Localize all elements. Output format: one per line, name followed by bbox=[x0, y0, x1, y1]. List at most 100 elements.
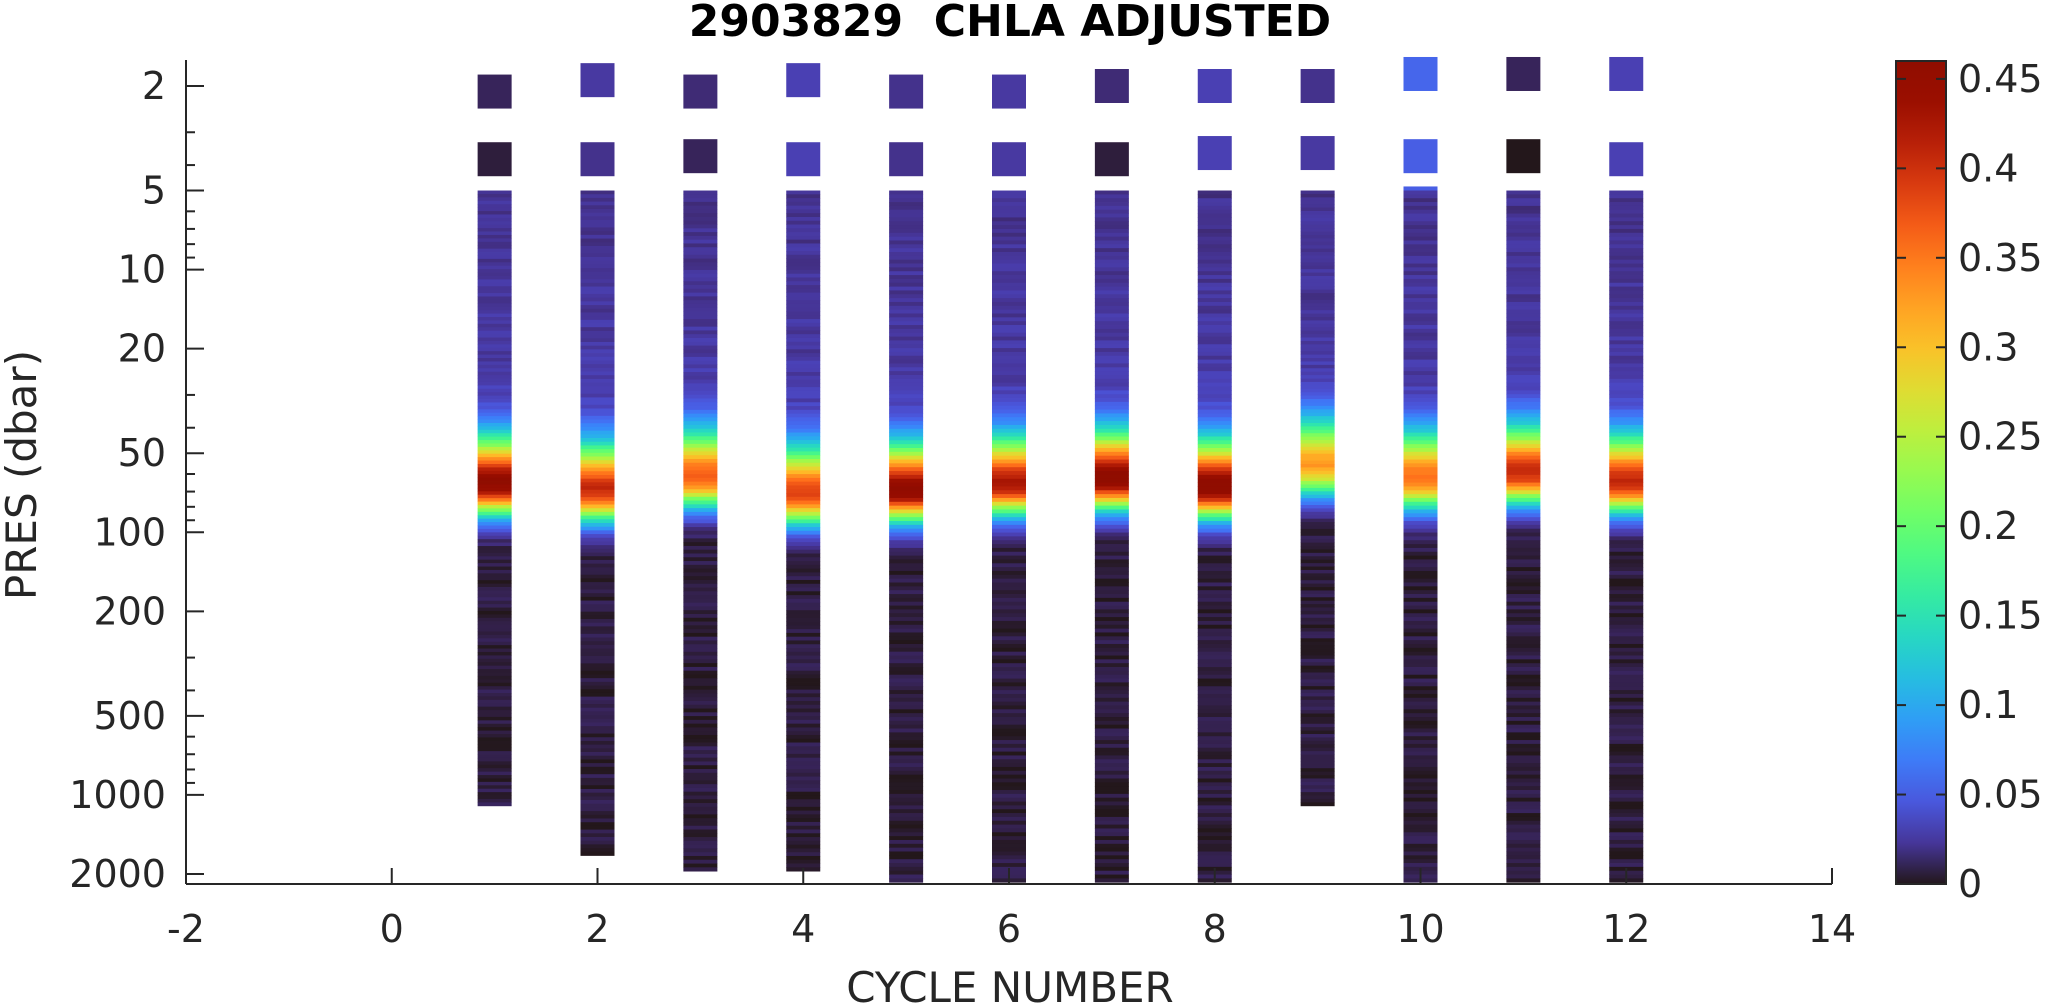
profile-sample bbox=[1300, 248, 1335, 253]
profile-sample bbox=[1300, 484, 1335, 489]
profile-sample bbox=[1094, 417, 1129, 422]
profile-sample bbox=[1197, 367, 1232, 372]
profile-sample bbox=[683, 859, 718, 864]
profile-sample bbox=[992, 497, 1026, 503]
profile-sample bbox=[1506, 221, 1541, 226]
profile-sample bbox=[1403, 674, 1438, 679]
profile-sample bbox=[580, 456, 615, 461]
profile-sample bbox=[1506, 490, 1541, 495]
profile-sample bbox=[477, 651, 512, 656]
profile-sample bbox=[580, 851, 615, 856]
profile-sample bbox=[1300, 286, 1335, 291]
profile-sample bbox=[683, 455, 718, 460]
profile-sample bbox=[1609, 770, 1644, 776]
profile-sample bbox=[786, 648, 821, 653]
profile-sample bbox=[580, 249, 615, 254]
profile-sample bbox=[992, 663, 1026, 668]
profile-sample bbox=[1609, 759, 1644, 764]
profile-sample bbox=[992, 540, 1026, 545]
profile-sample bbox=[786, 235, 821, 241]
profile-sample bbox=[1094, 409, 1129, 414]
profile-sample bbox=[580, 644, 615, 649]
profile-sample bbox=[1300, 245, 1335, 250]
profile-sample bbox=[992, 371, 1026, 376]
profile-sample bbox=[786, 281, 821, 286]
profile-sample bbox=[1506, 805, 1541, 810]
profile-sample bbox=[683, 716, 718, 721]
profile-sample bbox=[1094, 336, 1129, 341]
profile-sample bbox=[1197, 590, 1232, 595]
profile-sample bbox=[1300, 802, 1335, 807]
profile-sample bbox=[992, 440, 1026, 445]
profile-sample bbox=[1609, 601, 1644, 606]
profile-sample bbox=[477, 368, 512, 373]
profile-sample bbox=[1609, 267, 1644, 272]
profile-sample bbox=[1197, 382, 1232, 387]
profile-sample bbox=[683, 190, 718, 195]
profile-sample bbox=[1197, 563, 1232, 568]
profile-sample bbox=[683, 285, 718, 290]
profile-sample bbox=[477, 433, 512, 438]
profile-sample bbox=[1403, 586, 1438, 591]
profile-sample bbox=[1197, 440, 1232, 445]
profile-sample bbox=[683, 243, 718, 248]
profile-sample bbox=[889, 670, 924, 676]
profile-sample bbox=[477, 440, 512, 444]
profile-sample bbox=[580, 467, 615, 472]
profile-sample bbox=[1300, 463, 1335, 468]
profile-sample bbox=[786, 243, 821, 248]
profile-sample bbox=[1300, 634, 1335, 639]
profile-sample bbox=[786, 712, 821, 717]
profile-sample bbox=[580, 522, 615, 528]
profile-sample bbox=[683, 504, 718, 509]
profile-sample bbox=[477, 703, 512, 708]
profile-sample bbox=[1506, 643, 1541, 649]
profile-sample bbox=[1506, 755, 1541, 760]
profile-sample bbox=[1506, 497, 1541, 503]
profile-sample bbox=[1197, 609, 1232, 614]
profile-sample bbox=[683, 614, 718, 619]
profile-sample bbox=[580, 641, 615, 646]
profile-sample bbox=[477, 617, 512, 622]
profile-sample bbox=[477, 597, 512, 602]
profile-sample bbox=[1403, 528, 1438, 533]
profile-sample bbox=[477, 655, 512, 660]
profile-sample bbox=[1094, 820, 1129, 826]
profile-sample bbox=[477, 720, 512, 725]
profile-sample bbox=[992, 359, 1026, 364]
profile-sample bbox=[477, 193, 512, 198]
profile-sample bbox=[477, 515, 512, 520]
profile-sample bbox=[889, 232, 924, 238]
profile-sample bbox=[1197, 813, 1232, 818]
profile-sample bbox=[580, 530, 615, 535]
profile-sample bbox=[1506, 367, 1541, 372]
profile-sample bbox=[580, 223, 615, 228]
profile-sample bbox=[1403, 643, 1438, 649]
profile-sample bbox=[1094, 374, 1129, 380]
profile-sample bbox=[1094, 766, 1129, 772]
profile-sample bbox=[1609, 528, 1644, 533]
profile-sample bbox=[786, 746, 821, 751]
profile-sample bbox=[1197, 232, 1232, 238]
profile-sample bbox=[1197, 605, 1232, 610]
profile-sample bbox=[992, 709, 1026, 714]
profile-sample bbox=[1197, 524, 1232, 530]
profile-sample bbox=[889, 690, 924, 695]
profile-sample bbox=[1197, 328, 1232, 334]
profile-sample bbox=[1197, 686, 1232, 691]
profile-sample bbox=[992, 494, 1026, 499]
profile-sample bbox=[1403, 574, 1438, 580]
profile-sample bbox=[683, 855, 718, 861]
profile-sample bbox=[1094, 597, 1129, 603]
profile-sample bbox=[1197, 471, 1232, 476]
profile-sample bbox=[1506, 444, 1541, 449]
profile-sample bbox=[580, 308, 615, 313]
profile-sample bbox=[477, 498, 512, 502]
profile-sample bbox=[683, 659, 718, 664]
profile-sample bbox=[1609, 774, 1644, 779]
profile-sample bbox=[1094, 190, 1129, 195]
profile-sample bbox=[683, 542, 718, 547]
profile-sample bbox=[1300, 795, 1335, 800]
profile-sample bbox=[1094, 351, 1129, 357]
profile-sample bbox=[1506, 682, 1541, 687]
